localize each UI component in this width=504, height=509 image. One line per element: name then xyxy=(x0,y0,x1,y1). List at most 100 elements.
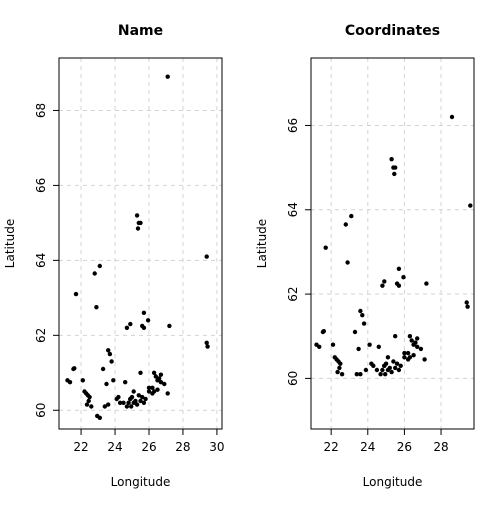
data-point xyxy=(361,321,367,326)
data-point xyxy=(205,344,210,349)
data-point xyxy=(97,415,103,420)
data-point xyxy=(354,372,359,377)
data-point xyxy=(405,350,411,356)
data-point xyxy=(407,334,413,339)
data-point xyxy=(141,325,147,330)
y-tick-label: 60 xyxy=(34,403,48,418)
data-point xyxy=(335,369,340,375)
data-point xyxy=(402,355,407,360)
data-point xyxy=(141,310,147,315)
plot-frame xyxy=(58,57,223,430)
panel-coordinates: 22 24 26 28 60 62 64 66 Coordinates Longitude Lati… xyxy=(255,23,475,489)
y-tick-label: 60 xyxy=(286,371,300,386)
data-point xyxy=(392,171,397,177)
data-point xyxy=(396,266,402,271)
x-tick-label: 24 xyxy=(360,440,375,454)
data-point xyxy=(84,402,90,407)
data-point xyxy=(111,378,116,383)
data-point xyxy=(135,226,141,231)
data-point xyxy=(129,394,135,400)
data-point xyxy=(349,213,354,219)
data-point xyxy=(141,400,147,405)
data-point xyxy=(157,376,162,381)
data-point xyxy=(323,245,328,250)
data-point xyxy=(367,342,372,347)
data-point xyxy=(380,283,385,288)
data-point xyxy=(117,400,123,405)
data-point xyxy=(158,372,164,377)
data-point xyxy=(464,300,469,305)
data-point xyxy=(106,348,111,353)
data-point xyxy=(376,344,381,349)
data-point xyxy=(356,346,361,352)
data-point xyxy=(383,361,389,366)
x-tick-label: 22 xyxy=(324,440,339,454)
x-tick-label: 30 xyxy=(209,440,224,454)
y-tick-label: 68 xyxy=(34,103,48,118)
data-point xyxy=(128,321,133,327)
x-tick-label: 28 xyxy=(433,440,448,454)
data-point xyxy=(121,400,126,405)
data-point xyxy=(345,260,350,265)
data-point xyxy=(124,325,130,330)
data-point xyxy=(97,263,103,269)
data-point xyxy=(382,279,387,284)
data-point xyxy=(92,271,97,276)
data-point xyxy=(337,365,342,371)
data-point xyxy=(106,402,111,407)
data-point xyxy=(140,394,145,400)
y-tick-label: 66 xyxy=(286,118,300,133)
data-point xyxy=(126,400,131,405)
data-point xyxy=(102,404,108,409)
data-point xyxy=(465,304,470,309)
x-tick-label: 26 xyxy=(397,440,412,454)
data-point xyxy=(165,391,170,396)
data-point xyxy=(391,359,396,364)
x-tick-label: 22 xyxy=(73,440,88,454)
data-point xyxy=(89,404,94,409)
data-point xyxy=(387,365,392,371)
data-point xyxy=(133,398,138,404)
data-point xyxy=(369,361,374,366)
data-point xyxy=(134,402,140,407)
data-point xyxy=(424,281,429,286)
data-point xyxy=(389,369,394,375)
data-point xyxy=(407,355,413,360)
data-point xyxy=(80,378,86,383)
data-point xyxy=(100,366,106,372)
y-tick-label: 62 xyxy=(286,286,300,301)
y-axis-title: Latitude xyxy=(255,219,269,268)
data-point xyxy=(449,114,455,120)
data-point xyxy=(360,313,365,318)
data-point xyxy=(124,404,130,409)
data-point xyxy=(165,74,170,79)
data-point xyxy=(409,338,414,343)
data-point xyxy=(401,275,406,280)
data-point xyxy=(87,394,92,400)
data-point xyxy=(383,372,388,377)
data-point xyxy=(339,372,345,377)
data-point xyxy=(129,404,134,409)
x-axis-title: Longitude xyxy=(363,475,423,489)
data-point xyxy=(204,340,209,345)
data-point xyxy=(358,372,363,377)
data-point xyxy=(374,367,380,373)
x-tick-label: 26 xyxy=(141,440,156,454)
data-point xyxy=(146,385,152,390)
data-point xyxy=(415,344,420,349)
data-point xyxy=(402,350,407,356)
data-point xyxy=(146,389,152,394)
data-point xyxy=(418,346,424,352)
data-point xyxy=(393,165,398,170)
data-point xyxy=(393,365,398,371)
data-point xyxy=(162,381,167,387)
chart-title: Coordinates xyxy=(345,23,440,39)
data-point xyxy=(352,329,358,335)
data-point xyxy=(378,372,383,377)
data-point xyxy=(343,222,348,227)
data-point xyxy=(107,351,113,357)
y-tick-label: 66 xyxy=(34,178,48,193)
data-point xyxy=(143,396,148,402)
data-point xyxy=(411,353,416,358)
data-point xyxy=(320,329,326,335)
